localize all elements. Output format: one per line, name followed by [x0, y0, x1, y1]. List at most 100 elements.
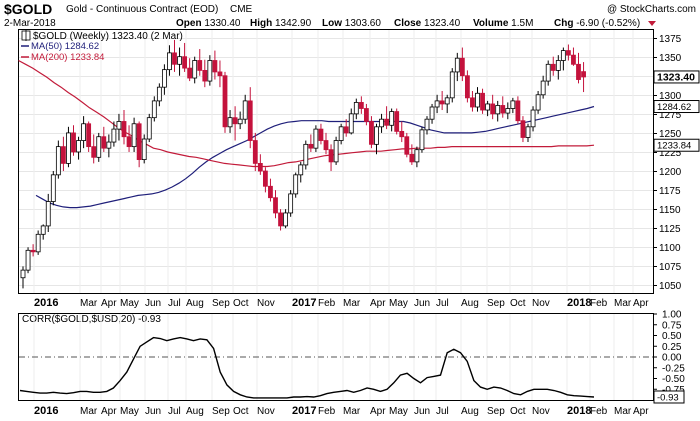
- candle-body: [444, 97, 450, 105]
- candle-body: [121, 121, 127, 138]
- candle: [338, 123, 344, 145]
- candle: [470, 90, 475, 112]
- candle-body: [500, 105, 506, 114]
- candle: [550, 56, 556, 76]
- corr-x-label: Mar: [343, 406, 361, 417]
- price-x-label: Nov: [532, 298, 550, 309]
- candle-body: [363, 108, 369, 122]
- candle-body: [35, 233, 41, 253]
- value-tag-text: 1323.40: [657, 71, 695, 83]
- corr-x-axis: 2016 Mar Apr May Jun Jul Aug Sep Oct Nov 2017 Feb Ma…: [34, 405, 649, 417]
- price-tick-label: 1300: [659, 91, 682, 102]
- candle-body: [136, 123, 142, 160]
- candle-body: [278, 212, 283, 227]
- candle: [207, 55, 213, 86]
- candle-body: [131, 123, 137, 148]
- price-x-label: Oct: [233, 298, 249, 309]
- candle-body: [404, 136, 410, 155]
- price-tick-label: 1175: [659, 186, 681, 197]
- candle-body: [581, 71, 586, 78]
- candle-body: [419, 129, 425, 151]
- candle-body: [222, 75, 228, 128]
- candle-body: [45, 201, 51, 227]
- value-tag-box: [653, 70, 700, 84]
- corr-x-label: Sep: [487, 406, 505, 417]
- candle: [288, 190, 294, 217]
- candle-body: [394, 111, 400, 132]
- candle: [283, 209, 289, 229]
- candle-body: [348, 113, 354, 134]
- candle-body: [81, 123, 86, 141]
- candle: [182, 42, 188, 72]
- value-tag: 1323.40: [653, 70, 700, 84]
- value-tag-text: 1233.84: [657, 141, 691, 152]
- candle-body: [111, 128, 117, 143]
- candle: [81, 116, 86, 149]
- price-tick-label: 1100: [659, 243, 681, 254]
- candle-body: [399, 130, 405, 138]
- candle-body: [530, 109, 536, 128]
- price-tick-label: 1375: [659, 34, 682, 45]
- candle-body: [298, 164, 304, 176]
- corr-panel-title: CORR($GOLD,$USD,20) -0.93: [22, 314, 161, 325]
- candle: [212, 50, 218, 80]
- price-x-label: Feb: [318, 298, 336, 309]
- candle: [126, 125, 132, 152]
- candle: [161, 64, 167, 95]
- symbol-title: $GOLD: [4, 1, 52, 17]
- candle-body: [177, 56, 182, 65]
- corr-x-label: Jul: [436, 406, 449, 417]
- candle: [424, 116, 430, 135]
- corr-x-label: Feb: [590, 406, 608, 417]
- candle: [116, 113, 122, 141]
- candle: [581, 62, 586, 93]
- stat-low: Low 1303.60: [322, 18, 381, 29]
- corr-tick-label: 0.00: [662, 353, 682, 364]
- candle-body: [374, 126, 379, 145]
- corr-x-label: 2018: [567, 405, 591, 417]
- price-x-axis: 2016 Mar Apr May Jun Jul Aug Sep Oct Nov 2017 Feb Ma…: [34, 297, 649, 309]
- candle-body: [161, 69, 167, 88]
- candle: [262, 167, 268, 193]
- candle: [389, 108, 395, 132]
- corr-x-label: Nov: [532, 406, 550, 417]
- candle: [495, 100, 501, 122]
- candle: [454, 52, 460, 82]
- candle-body: [283, 212, 289, 227]
- candle: [268, 178, 273, 202]
- corr-x-label: Oct: [233, 406, 249, 417]
- candle-body: [182, 56, 188, 69]
- corr-x-label: Jun: [145, 406, 161, 417]
- description-text: Gold - Continuous Contract (EOD): [66, 4, 218, 15]
- stat-volume: Volume 1.5M: [473, 18, 533, 29]
- candle-body: [318, 128, 324, 141]
- candle-body: [470, 97, 475, 108]
- corr-x-label: 2017: [292, 405, 316, 417]
- candle: [76, 136, 81, 160]
- candle-body: [525, 126, 531, 138]
- candle: [318, 123, 324, 145]
- ma-line-50: [35, 105, 595, 209]
- candle-body: [560, 50, 566, 61]
- candle-body: [247, 100, 253, 141]
- candle-body: [151, 100, 157, 119]
- candle: [96, 132, 102, 162]
- candle-body: [40, 225, 46, 235]
- candle-body: [384, 118, 390, 126]
- candle: [55, 140, 61, 179]
- candle-body: [257, 163, 263, 172]
- candle-body: [571, 54, 576, 65]
- candle: [369, 116, 374, 149]
- candle: [121, 110, 127, 145]
- candle-body: [141, 138, 147, 160]
- corr-tick-label: 0.25: [662, 342, 682, 353]
- exchange-text: CME: [230, 4, 253, 15]
- candle-body: [566, 50, 571, 56]
- candle: [444, 94, 450, 114]
- candle: [232, 106, 238, 141]
- candle: [242, 94, 248, 124]
- candle-body: [323, 140, 329, 151]
- candle: [409, 144, 415, 165]
